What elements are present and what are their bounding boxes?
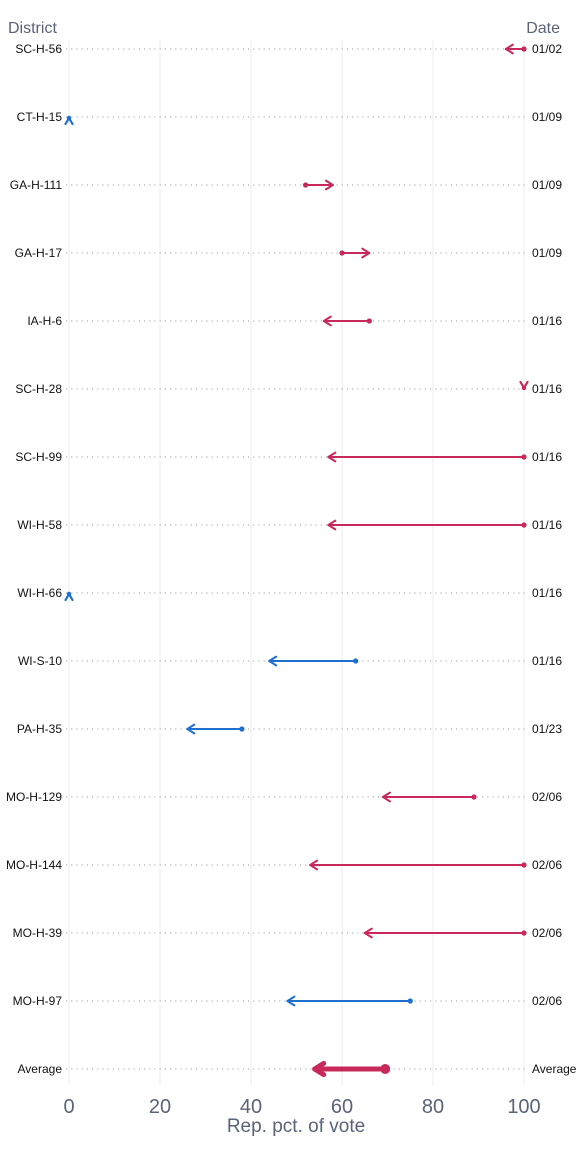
arrow-head-ia-h-6 <box>322 315 332 327</box>
gridlines <box>68 40 525 1085</box>
date-label-wi-h-58: 01/16 <box>532 518 562 532</box>
date-label-sc-h-56: 01/02 <box>532 42 562 56</box>
arrow-head-wi-h-58 <box>327 519 337 531</box>
date-label-average: Average <box>532 1062 577 1076</box>
date-label-wi-h-66: 01/16 <box>532 586 562 600</box>
date-label-sc-h-28: 01/16 <box>532 382 562 396</box>
x-axis-label: Rep. pct. of vote <box>227 1116 365 1137</box>
start-dot-pa-h-35 <box>239 726 245 732</box>
district-label-mo-h-129: MO-H-129 <box>6 790 62 804</box>
arrow-head-mo-h-97 <box>286 995 296 1007</box>
district-label-wi-h-66: WI-H-66 <box>17 586 62 600</box>
district-label-wi-s-10: WI-S-10 <box>18 654 62 668</box>
start-dot-mo-h-144 <box>521 862 527 868</box>
date-label-sc-h-99: 01/16 <box>532 450 562 464</box>
arrow-head-mo-h-129 <box>381 791 391 803</box>
district-label-ia-h-6: IA-H-6 <box>27 314 62 328</box>
start-dot-wi-h-58 <box>521 522 527 528</box>
district-label-mo-h-97: MO-H-97 <box>13 994 63 1008</box>
date-label-mo-h-39: 02/06 <box>532 926 562 940</box>
start-dot-average <box>380 1064 391 1074</box>
district-label-ga-h-17: GA-H-17 <box>15 246 63 260</box>
date-label-ct-h-15: 01/09 <box>532 110 562 124</box>
x-tick-label-40: 40 <box>240 1096 262 1118</box>
date-label-ga-h-17: 01/09 <box>532 246 562 260</box>
x-tick-label-60: 60 <box>331 1096 353 1118</box>
arrow-head-sc-h-56 <box>504 43 514 55</box>
arrow-head-pa-h-35 <box>186 723 196 735</box>
date-label-mo-h-97: 02/06 <box>532 994 562 1008</box>
district-label-sc-h-99: SC-H-99 <box>15 450 62 464</box>
arrow-head-wi-s-10 <box>268 655 278 667</box>
arrow-head-ga-h-17 <box>361 247 371 259</box>
start-dot-ga-h-17 <box>339 250 345 256</box>
district-label-ct-h-15: CT-H-15 <box>17 110 63 124</box>
district-label-mo-h-39: MO-H-39 <box>13 926 63 940</box>
district-label-average: Average <box>18 1062 63 1076</box>
arrow-head-mo-h-144 <box>309 859 319 871</box>
start-dot-mo-h-129 <box>471 794 477 800</box>
start-dot-wi-h-66 <box>66 591 72 597</box>
date-label-mo-h-129: 02/06 <box>532 790 562 804</box>
district-label-ga-h-111: GA-H-111 <box>10 178 63 192</box>
x-axis-ticks: 0 20 40 60 80 100 <box>63 1096 540 1118</box>
district-label-sc-h-28: SC-H-28 <box>15 382 62 396</box>
date-label-wi-s-10: 01/16 <box>532 654 562 668</box>
chart-marks <box>64 43 529 1078</box>
start-dot-sc-h-28 <box>521 385 527 391</box>
district-label-mo-h-144: MO-H-144 <box>6 858 62 872</box>
x-tick-label-80: 80 <box>422 1096 444 1118</box>
arrow-head-average <box>312 1060 327 1078</box>
left-header: District <box>8 20 57 37</box>
start-dot-sc-h-99 <box>521 454 527 460</box>
arrow-head-mo-h-39 <box>363 927 373 939</box>
arrow-head-ga-h-111 <box>324 179 334 191</box>
start-dot-mo-h-97 <box>407 998 413 1004</box>
district-label-sc-h-56: SC-H-56 <box>15 42 62 56</box>
x-tick-label-100: 100 <box>507 1096 540 1118</box>
x-tick-label-20: 20 <box>149 1096 171 1118</box>
x-tick-label-0: 0 <box>63 1096 74 1118</box>
row-guides <box>66 48 528 1070</box>
date-label-mo-h-144: 02/06 <box>532 858 562 872</box>
start-dot-wi-s-10 <box>353 658 359 664</box>
start-dot-ga-h-111 <box>303 182 309 188</box>
start-dot-ia-h-6 <box>366 318 372 324</box>
row-labels: SC-H-56 01/02 CT-H-15 01/09 GA-H-111 01/09 GA-… <box>6 42 577 1076</box>
district-label-pa-h-35: PA-H-35 <box>17 722 62 736</box>
start-dot-sc-h-56 <box>521 46 527 52</box>
start-dot-mo-h-39 <box>521 930 527 936</box>
right-header: Date <box>526 20 560 37</box>
date-label-pa-h-35: 01/23 <box>532 722 562 736</box>
district-label-wi-h-58: WI-H-58 <box>17 518 62 532</box>
start-dot-ct-h-15 <box>66 115 72 121</box>
arrow-head-sc-h-99 <box>327 451 337 463</box>
date-label-ia-h-6: 01/16 <box>532 314 562 328</box>
date-label-ga-h-111: 01/09 <box>532 178 562 192</box>
